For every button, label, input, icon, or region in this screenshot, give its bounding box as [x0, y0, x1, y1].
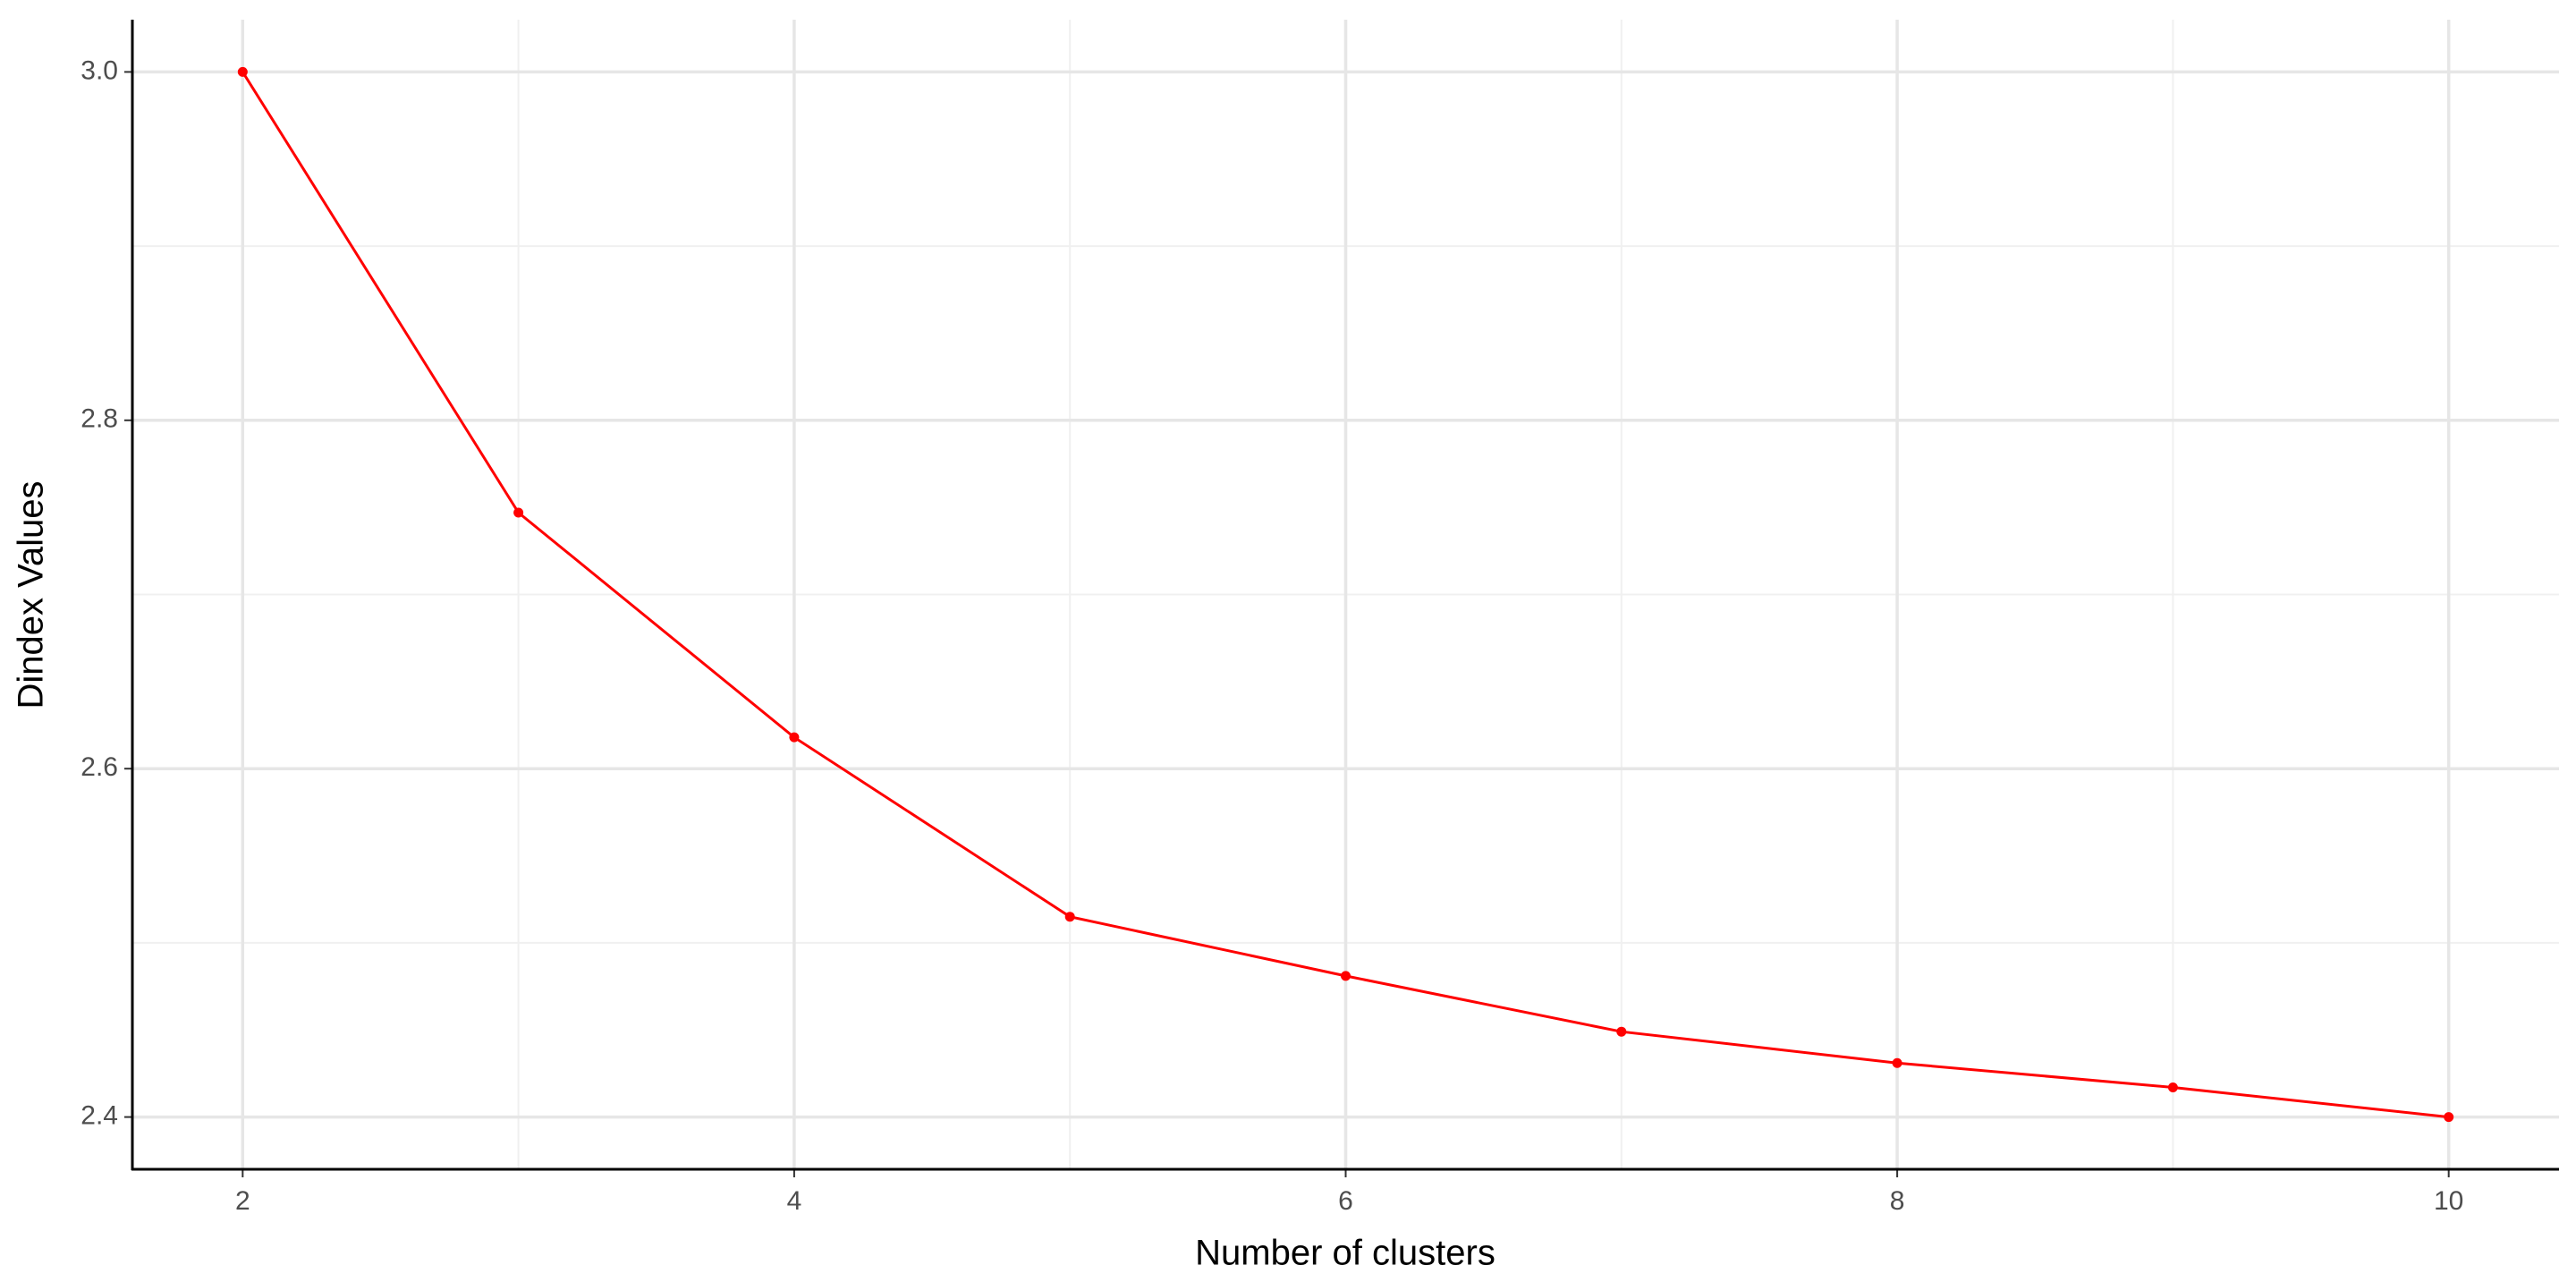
x-axis-title: Number of clusters — [1195, 1234, 1496, 1273]
data-point — [2444, 1112, 2454, 1123]
data-point — [1892, 1057, 1902, 1068]
data-point — [789, 732, 800, 743]
x-tick-label: 4 — [787, 1186, 802, 1216]
data-point — [513, 507, 524, 518]
x-tick-label: 2 — [235, 1186, 250, 1216]
y-tick-label: 2.6 — [80, 752, 118, 782]
x-tick-label: 6 — [1338, 1186, 1353, 1216]
y-axis-title: Dindex Values — [12, 481, 51, 709]
data-point — [237, 66, 248, 77]
data-point — [1616, 1026, 1627, 1037]
y-tick-label: 3.0 — [80, 55, 118, 85]
y-tick-label: 2.8 — [80, 404, 118, 434]
data-point — [1064, 912, 1075, 922]
y-tick-label: 2.4 — [80, 1101, 118, 1131]
x-tick-label: 10 — [2434, 1186, 2463, 1216]
x-tick-label: 8 — [1890, 1186, 1905, 1216]
data-point — [2167, 1082, 2178, 1092]
data-point — [1341, 971, 1351, 981]
